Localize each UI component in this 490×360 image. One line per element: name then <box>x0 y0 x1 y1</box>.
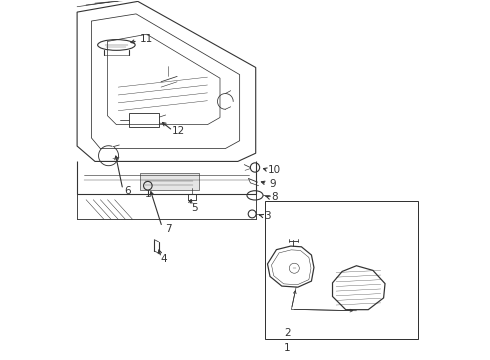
Text: 2: 2 <box>284 328 291 338</box>
Text: 8: 8 <box>271 192 278 202</box>
Text: 6: 6 <box>124 186 130 197</box>
Text: 7: 7 <box>165 224 172 234</box>
Text: 11: 11 <box>140 34 153 44</box>
Text: 9: 9 <box>270 179 276 189</box>
Text: 10: 10 <box>268 165 281 175</box>
Text: 1: 1 <box>284 343 291 353</box>
Bar <box>265 202 418 339</box>
Text: 12: 12 <box>172 126 186 136</box>
Bar <box>129 113 159 127</box>
Bar <box>140 173 198 190</box>
Text: 3: 3 <box>264 211 270 221</box>
Text: 4: 4 <box>160 254 167 264</box>
Text: 5: 5 <box>191 203 197 213</box>
